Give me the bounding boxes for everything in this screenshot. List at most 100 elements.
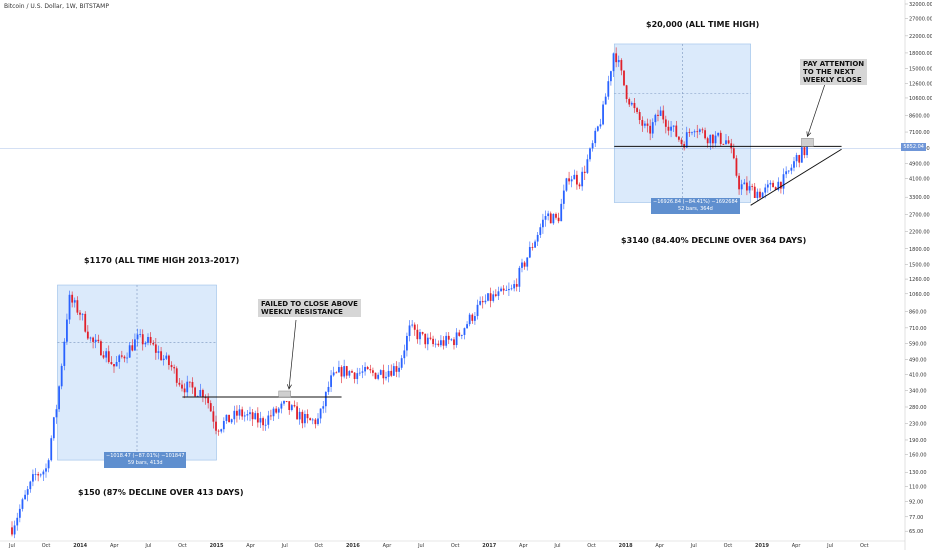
- candle-body: [628, 99, 631, 105]
- candle-body: [191, 382, 194, 388]
- time-tick-label: Oct: [587, 543, 596, 549]
- candle-body: [450, 339, 453, 341]
- candle-body: [139, 334, 142, 335]
- candle-body: [215, 421, 217, 431]
- candle-body: [351, 371, 353, 373]
- candle-body: [343, 366, 346, 377]
- candle-body: [270, 415, 272, 417]
- candle-body: [37, 474, 40, 476]
- candle-body: [766, 184, 769, 188]
- price-tick-label: 1260.00: [909, 277, 930, 283]
- candle-body: [604, 96, 607, 105]
- candle-body: [800, 147, 803, 163]
- candle-body: [712, 134, 714, 144]
- price-tick-label: 230.00: [909, 422, 927, 428]
- candle-body: [492, 294, 495, 301]
- candle-body: [497, 291, 500, 296]
- price-tick-label: 3300.00: [909, 195, 930, 201]
- candle-body: [696, 131, 699, 133]
- time-tick-label: Oct: [724, 543, 733, 549]
- candle-body: [392, 366, 395, 376]
- ath-2017-label: $20,000 (ALL TIME HIGH): [646, 20, 760, 29]
- candle-body: [134, 339, 136, 351]
- symbol-title: Bitcoin / U.S. Dollar, 1W, BITSTAMP: [4, 3, 109, 10]
- candle-body: [301, 411, 304, 424]
- price-tick-label: 340.00: [909, 388, 927, 394]
- candle-body: [364, 366, 366, 372]
- candle-body: [317, 418, 319, 425]
- candle-body: [209, 403, 212, 412]
- candle-body: [50, 438, 53, 461]
- candle-body: [560, 203, 563, 222]
- arrow-line: [288, 319, 297, 390]
- candle-body: [144, 342, 147, 345]
- time-tick-label: Apr: [383, 543, 393, 549]
- price-tick-label: 4900.00: [909, 162, 930, 168]
- candle-body: [675, 125, 678, 137]
- candle-body: [175, 368, 178, 383]
- time-tick-label: Oct: [178, 543, 187, 549]
- price-tick-label: 18000.00: [909, 51, 932, 57]
- candle-body: [170, 365, 173, 368]
- candle-body: [194, 387, 196, 397]
- candle-body: [581, 171, 584, 187]
- candle-body: [555, 213, 557, 218]
- price-tick-label: 77.00: [909, 515, 923, 521]
- ascending-trendline: [750, 148, 842, 206]
- candle-body: [534, 241, 536, 248]
- candle-body: [81, 313, 84, 315]
- candle-body: [230, 419, 233, 423]
- candle-body: [385, 376, 387, 379]
- measure-label-2018: −16926.84 (−84.41%) −1692684 52 bars, 36…: [651, 198, 740, 214]
- candle-body: [678, 136, 680, 140]
- candle-body: [594, 130, 597, 144]
- price-tick-label: 92.00: [909, 500, 923, 506]
- candle-body: [79, 312, 81, 315]
- candle-body: [795, 155, 798, 162]
- candle-body: [536, 234, 539, 242]
- candle-body: [466, 324, 468, 329]
- time-tick-label: Jul: [417, 543, 424, 549]
- candle-body: [71, 294, 74, 303]
- candle-body: [649, 125, 652, 134]
- candle-body: [570, 179, 573, 182]
- candle-body: [515, 284, 518, 287]
- candle-body: [544, 216, 547, 220]
- time-tick-label: Apr: [110, 543, 120, 549]
- time-tick-label: Apr: [519, 543, 529, 549]
- candle-body: [162, 358, 165, 361]
- candle-body: [369, 369, 372, 371]
- price-tick-label: 410.00: [909, 373, 927, 379]
- candle-body: [803, 147, 806, 156]
- candle-body: [178, 382, 181, 385]
- candle-body: [34, 474, 37, 475]
- candle-body: [596, 126, 599, 131]
- candle-body: [426, 337, 429, 345]
- price-tick-label: 160.00: [909, 453, 927, 459]
- candle-body: [377, 374, 380, 379]
- candle-body: [202, 390, 204, 398]
- time-tick-label: 2018: [619, 543, 633, 549]
- candle-body: [479, 301, 482, 305]
- candle-body: [55, 409, 58, 418]
- candle-body: [654, 114, 657, 123]
- candle-body: [620, 60, 623, 71]
- candle-body: [662, 110, 665, 120]
- candle-body: [408, 325, 411, 336]
- candle-body: [277, 408, 280, 413]
- candle-body: [225, 414, 228, 421]
- candle-body: [552, 213, 555, 224]
- candle-body: [701, 129, 704, 131]
- candle-body: [220, 429, 223, 432]
- candle-body: [513, 284, 516, 289]
- candle-body: [204, 397, 207, 399]
- candle-body: [42, 471, 45, 475]
- candle-body: [672, 125, 675, 127]
- candle-body: [777, 181, 780, 190]
- candle-body: [327, 386, 330, 392]
- drawings: [182, 83, 842, 398]
- candle-body: [782, 174, 785, 189]
- candle-body: [494, 294, 497, 296]
- price-tick-label: 15000.00: [909, 66, 932, 72]
